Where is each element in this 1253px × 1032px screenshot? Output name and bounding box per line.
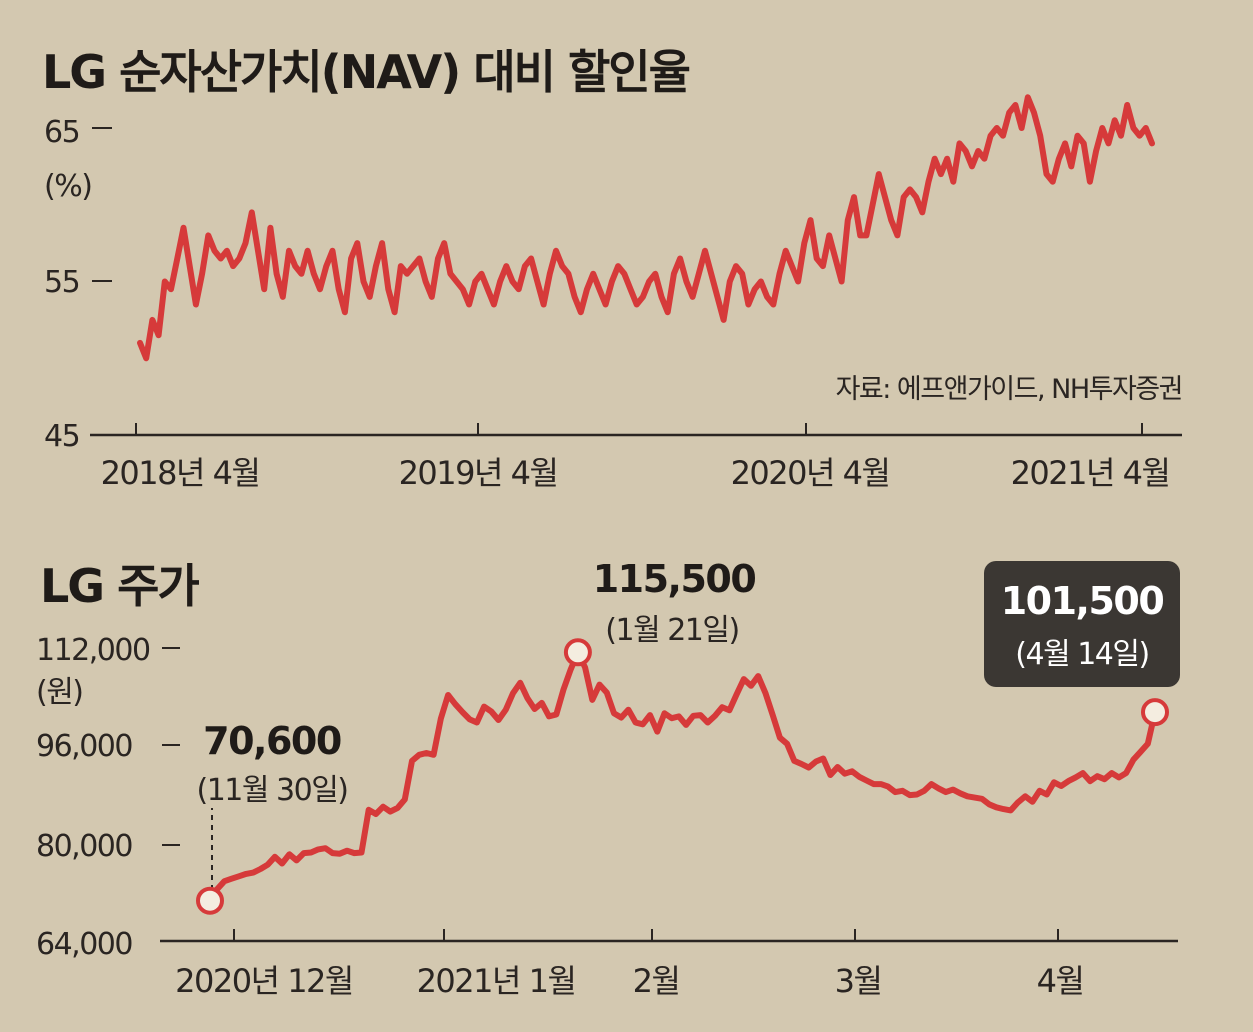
stock-y-tick-label: 64,000 <box>36 927 132 962</box>
nav-x-tick-label: 2018년 4월 <box>101 454 260 492</box>
latest-point-marker <box>1141 698 1169 727</box>
start-point-marker <box>196 886 224 915</box>
latest-value-badge <box>984 561 1180 687</box>
nav-y-tick-label: 45 <box>44 419 79 454</box>
latest-point-date: (4월 14일) <box>1015 637 1148 672</box>
peak-point-marker <box>563 638 592 667</box>
stock-y-tick-label: 112,000 <box>36 633 150 668</box>
peak-point-date: (1월 21일) <box>605 613 738 648</box>
nav-x-tick-label: 2019년 4월 <box>399 454 558 492</box>
stock-y-tick-label: 96,000 <box>36 729 132 764</box>
stock-x-tick-label: 3월 <box>835 962 882 1000</box>
nav-y-tick-label: 65 <box>44 115 79 150</box>
latest-point-value: 101,500 <box>1001 579 1164 623</box>
stock-x-tick-label: 2021년 1월 <box>417 962 576 1000</box>
stock-x-tick-label: 2020년 12월 <box>175 962 353 1000</box>
stock-chart-title: LG 주가 <box>40 559 199 613</box>
nav-x-tick-label: 2021년 4월 <box>1011 454 1170 492</box>
nav-discount-series-line <box>137 94 1155 362</box>
stock-price-chart: LG 주가 112,000 (원) 96,000 80,000 64,000 2… <box>36 557 1180 1000</box>
stock-y-unit-label: (원) <box>36 675 83 710</box>
nav-y-unit-label: (%) <box>44 169 91 204</box>
start-point-value: 70,600 <box>203 719 341 763</box>
nav-y-tick-label: 55 <box>44 265 79 300</box>
nav-chart-title: LG 순자산가치(NAV) 대비 할인율 <box>42 45 690 99</box>
peak-point-value: 115,500 <box>593 557 756 601</box>
stock-x-tick-label: 2월 <box>633 962 680 1000</box>
nav-discount-chart: LG 순자산가치(NAV) 대비 할인율 65 (%) 55 45 2018년 … <box>42 45 1184 492</box>
start-point-date: (11월 30일) <box>197 773 348 808</box>
stock-x-tick-label: 4월 <box>1037 962 1084 1000</box>
nav-source-note: 자료: 에프앤가이드, NH투자증권 <box>836 374 1182 405</box>
stock-price-series-line <box>207 649 1158 904</box>
nav-x-tick-label: 2020년 4월 <box>731 454 890 492</box>
stock-y-tick-label: 80,000 <box>36 829 132 864</box>
